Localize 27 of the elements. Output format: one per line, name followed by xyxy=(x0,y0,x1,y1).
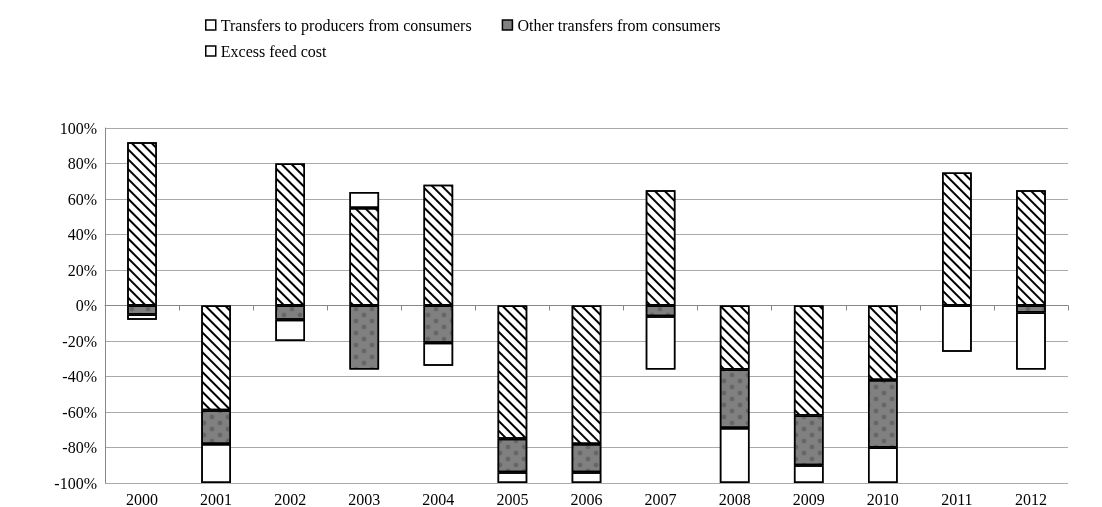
y-tick-label: 0% xyxy=(75,297,97,314)
x-tick-label: 2002 xyxy=(274,490,307,507)
y-tick-label: -60% xyxy=(62,403,97,421)
legend-label: Transfers to producers from consumers xyxy=(220,16,472,35)
x-tick-label: 2000 xyxy=(126,490,159,507)
y-tick-label: -80% xyxy=(62,439,97,456)
y-tick-label: -20% xyxy=(62,332,97,350)
x-tick-label: 2012 xyxy=(1014,490,1047,507)
y-tick-label: -100% xyxy=(54,474,97,492)
x-tick-label: 2001 xyxy=(200,490,233,507)
x-tick-label: 2011 xyxy=(941,490,973,507)
y-tick-label: 100% xyxy=(59,119,97,137)
y-tick-label: 20% xyxy=(67,261,97,279)
y-tick-label: 80% xyxy=(67,155,97,172)
x-tick-label: 2006 xyxy=(570,490,603,507)
x-tick-label: 2007 xyxy=(644,490,677,507)
x-tick-label: 2008 xyxy=(718,490,751,507)
y-tick-label: 60% xyxy=(67,190,97,208)
legend-label: Excess feed cost xyxy=(220,42,328,60)
x-tick-label: 2010 xyxy=(866,490,899,507)
y-tick-label: -40% xyxy=(62,368,97,385)
x-tick-label: 2004 xyxy=(422,490,455,507)
legend-label: Other transfers from consumers xyxy=(517,16,721,34)
x-tick-label: 2005 xyxy=(496,490,529,507)
y-tick-label: 40% xyxy=(67,226,97,243)
x-tick-label: 2003 xyxy=(348,490,381,507)
x-tick-label: 2009 xyxy=(792,490,825,507)
